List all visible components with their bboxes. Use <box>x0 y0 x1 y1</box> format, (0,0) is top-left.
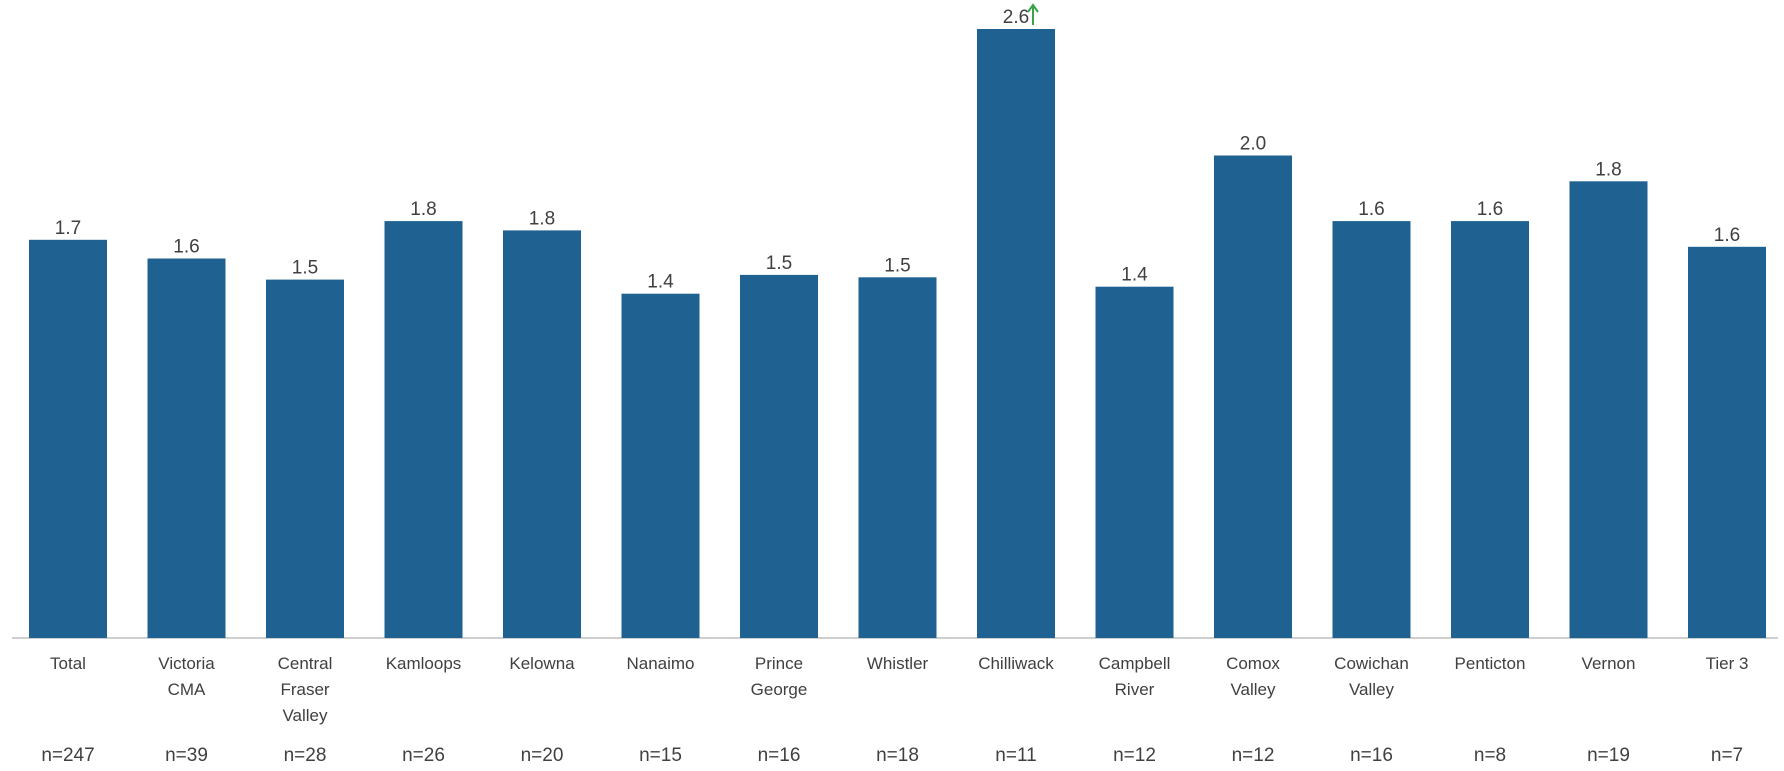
sample-size-label: n=7 <box>1711 745 1743 766</box>
category-tick-label: Whistler <box>867 654 929 673</box>
category-tick-label: Kamloops <box>386 654 462 673</box>
category-tick-label: Penticton <box>1455 654 1526 673</box>
sample-size-label: n=20 <box>521 745 564 766</box>
bar-value-label: 1.8 <box>410 199 436 220</box>
sample-size-label: n=247 <box>41 745 94 766</box>
bar <box>858 277 937 638</box>
sample-size-label: n=26 <box>402 745 445 766</box>
sample-size-label: n=16 <box>758 745 801 766</box>
bar <box>29 239 107 639</box>
bar-value-label: 1.6 <box>1477 199 1503 220</box>
bar-value-label: 1.6 <box>1358 199 1384 220</box>
bar <box>266 279 344 638</box>
bar-value-label: 1.4 <box>647 272 674 293</box>
category-tick-label: Chilliwack <box>978 654 1054 673</box>
bar <box>740 274 818 638</box>
bar <box>1095 286 1174 638</box>
category-tick-label: Nanaimo <box>626 654 694 673</box>
bar-value-label: 1.5 <box>766 253 792 274</box>
bar-value-label: 1.8 <box>1595 159 1621 180</box>
bar <box>1332 221 1411 638</box>
bar <box>1214 155 1292 638</box>
sample-size-labels-layer: n=247 n=39 n=28 n=26 n=20 n=15 n=16 n=18 n=11 n=1… <box>41 745 1743 766</box>
category-tick-label: Vernon <box>1582 654 1636 673</box>
bar-value-label: 1.4 <box>1121 265 1148 286</box>
sample-size-label: n=12 <box>1113 745 1156 766</box>
bar <box>621 293 700 638</box>
sample-size-label: n=39 <box>165 745 208 766</box>
bar-value-label: 1.8 <box>529 208 555 229</box>
bar <box>384 221 463 638</box>
sample-size-label: n=18 <box>876 745 919 766</box>
sample-size-label: n=11 <box>995 745 1036 766</box>
sample-size-label: n=19 <box>1587 745 1630 766</box>
category-tick-label: Tier 3 <box>1706 654 1749 673</box>
sample-size-label: n=12 <box>1232 745 1275 766</box>
bar <box>147 258 226 638</box>
bar-value-label: 1.5 <box>884 255 910 276</box>
category-tick-label: Total <box>50 654 86 673</box>
category-tick-label: Prince George <box>751 654 808 699</box>
bar-value-label: 1.6 <box>173 237 199 258</box>
sample-size-label: n=8 <box>1474 745 1506 766</box>
bar <box>1688 246 1766 639</box>
bar-value-label: 1.5 <box>292 258 318 279</box>
category-tick-label: Central Fraser Valley <box>278 654 333 725</box>
bar <box>1451 221 1529 638</box>
sample-size-label: n=16 <box>1350 745 1393 766</box>
bar <box>503 230 581 638</box>
category-labels-layer: Total Victoria CMA Central Fraser Valley Kamlo… <box>50 654 1748 725</box>
bar-value-label: 1.6 <box>1714 225 1740 246</box>
bar-value-label: 2.0 <box>1240 134 1266 155</box>
sample-size-label: n=28 <box>284 745 327 766</box>
bar-value-label: 1.7 <box>55 218 81 239</box>
bars-layer <box>29 29 1766 639</box>
significant-increase-arrow-icon <box>1027 3 1039 25</box>
category-tick-label: Cowichan Valley <box>1334 654 1409 699</box>
category-tick-label: Victoria CMA <box>158 654 215 699</box>
bar-value-label: 2.6 <box>1003 7 1029 28</box>
category-tick-label: Kelowna <box>509 654 575 673</box>
category-tick-label: Campbell River <box>1099 654 1171 699</box>
bar <box>1569 181 1648 639</box>
category-tick-label: Comox Valley <box>1226 654 1280 699</box>
value-labels-layer: 1.7 1.6 1.5 1.8 1.8 1.4 1.5 1.5 2.6 1.4 2.0 1.6 1.6 1… <box>55 3 1740 293</box>
bar <box>977 29 1055 638</box>
sample-size-label: n=15 <box>639 745 682 766</box>
